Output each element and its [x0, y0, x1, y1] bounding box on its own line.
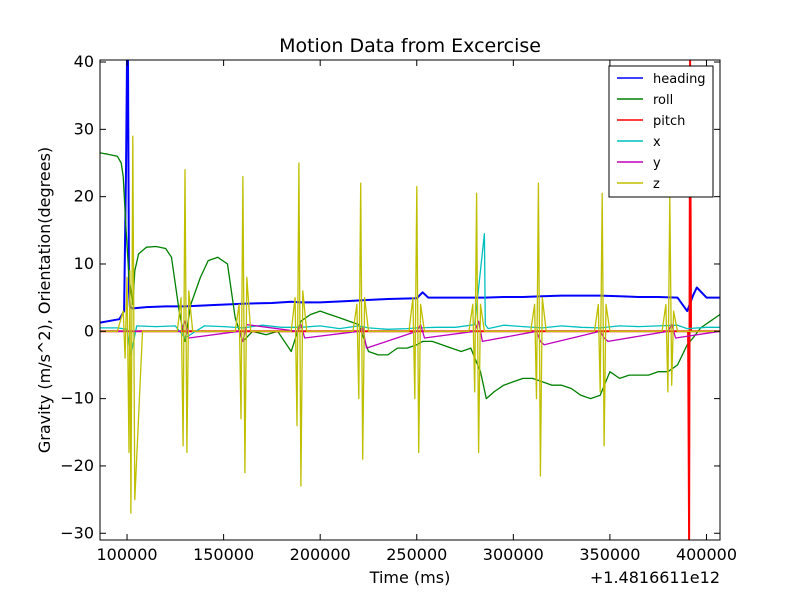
series-line-x: [100, 233, 720, 356]
x-tick-label: 100000: [97, 545, 158, 564]
axis-ticks: 100000 150000 200000 250000 300000 350000 4000…: [60, 52, 737, 564]
x-tick-label: 350000: [579, 545, 640, 564]
legend-label-x: x: [653, 135, 661, 150]
series-line-roll: [100, 152, 720, 400]
series-line-z: [100, 135, 720, 514]
y-tick-label: 0: [84, 321, 94, 340]
legend-box: [608, 65, 714, 198]
series-line-y: [100, 320, 720, 349]
x-axis-label: Time (ms): [369, 568, 451, 587]
x-tick-label: 400000: [676, 545, 737, 564]
y-tick-label: 30: [74, 119, 94, 138]
x-axis-offset-label: +1.4816611e12: [590, 568, 720, 587]
y-tick-label: −20: [60, 456, 94, 475]
y-tick-label: 20: [74, 187, 94, 206]
y-tick-label: 10: [74, 254, 94, 273]
y-tick-label: −30: [60, 523, 94, 542]
plot-area: [100, 60, 720, 540]
x-tick-label: 300000: [483, 545, 544, 564]
plot-frame: [99, 59, 721, 541]
legend: heading roll pitch xyz: [608, 65, 714, 198]
x-tick-label: 200000: [290, 545, 351, 564]
x-tick-label: 150000: [193, 545, 254, 564]
y-axis-label: Gravity (m/s^2), Orientation(degrees): [35, 147, 54, 453]
x-tick-label: 250000: [386, 545, 447, 564]
legend-label-roll: roll: [653, 93, 673, 108]
legend-label-pitch: pitch: [653, 114, 685, 129]
legend-label-y: y: [653, 156, 661, 171]
chart-title: Motion Data from Excercise: [279, 35, 541, 57]
y-tick-label: 40: [74, 52, 94, 71]
legend-label-z: z: [653, 177, 660, 192]
y-tick-label: −10: [60, 389, 94, 408]
legend-label-heading: heading: [653, 72, 706, 87]
